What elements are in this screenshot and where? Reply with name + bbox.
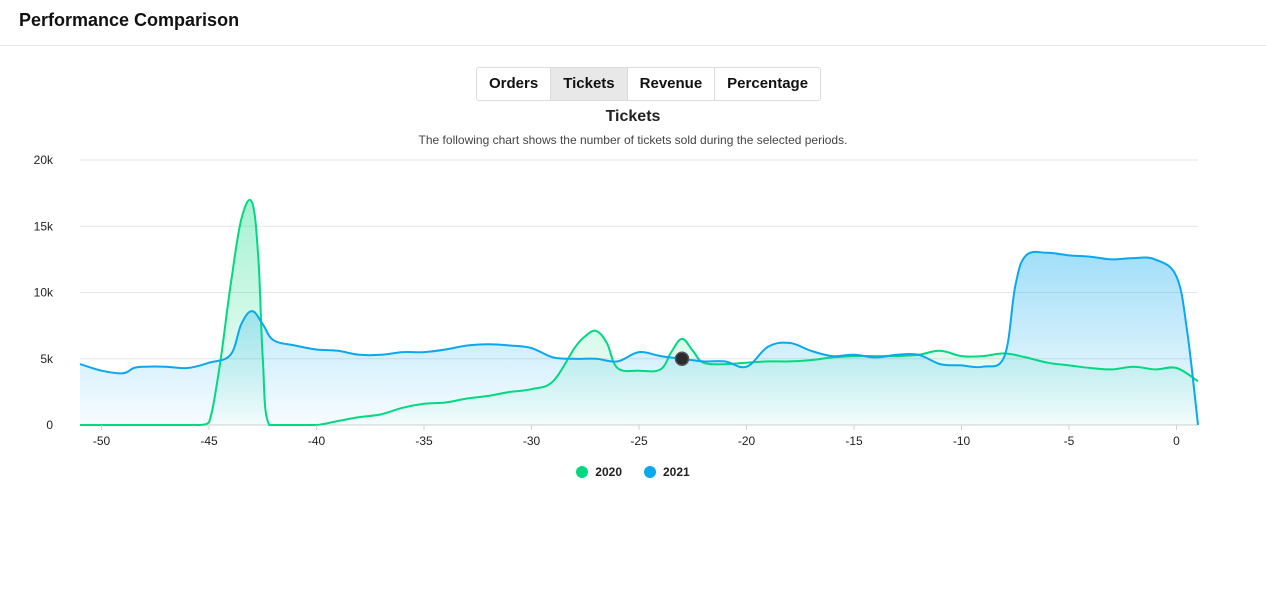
chart-subtitle: The following chart shows the number of … [418, 133, 848, 147]
legend-item-2021[interactable]: 2021 [644, 465, 690, 479]
x-tick-label: -45 [200, 434, 218, 448]
area-2021 [80, 251, 1198, 425]
chart-title: Tickets [605, 108, 661, 125]
y-tick-label: 0 [46, 418, 53, 432]
x-tick-label: -25 [630, 434, 648, 448]
x-tick-label: -40 [308, 434, 326, 448]
series-line-2021[interactable] [79, 250, 1199, 426]
legend-dot-2021 [644, 466, 656, 478]
metric-tabs: Orders Tickets Revenue Percentage [476, 67, 822, 101]
tab-revenue[interactable]: Revenue [628, 68, 716, 100]
legend-item-2020[interactable]: 2020 [576, 465, 622, 479]
page-title: Performance Comparison [0, 0, 1266, 46]
x-tick-label: -10 [953, 434, 971, 448]
y-tick-label: 20k [34, 153, 54, 167]
tab-orders[interactable]: Orders [477, 68, 552, 100]
legend-label-2020: 2020 [595, 465, 622, 479]
tab-percentage[interactable]: Percentage [727, 75, 809, 92]
tab-tickets[interactable]: Tickets [551, 68, 628, 100]
x-tick-label: -20 [738, 434, 756, 448]
x-tick-label: -15 [845, 434, 863, 448]
x-tick-label: 0 [1173, 434, 1180, 448]
series-line-2020[interactable] [79, 198, 1199, 427]
x-tick-label: -5 [1064, 434, 1075, 448]
x-tick-label: -50 [93, 434, 111, 448]
y-tick-label: 15k [34, 219, 54, 233]
x-tick-label: -30 [523, 434, 541, 448]
legend-label-2021: 2021 [663, 465, 690, 479]
hover-marker[interactable] [674, 351, 690, 366]
y-tick-label: 10k [34, 286, 54, 300]
x-tick-label: -35 [415, 434, 433, 448]
legend-dot-2020 [576, 466, 589, 478]
y-tick-label: 5k [40, 352, 54, 366]
chart-legend: 2020 2021 [0, 465, 1266, 479]
